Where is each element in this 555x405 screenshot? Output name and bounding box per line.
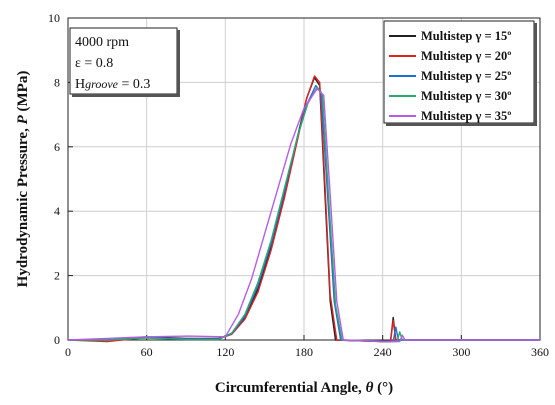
y-axis-title: Hydrodynamic Pressure, P (MPa)	[15, 71, 31, 288]
y-tick-label: 4	[54, 204, 60, 218]
condition-groove: Hgroove = 0.3	[75, 77, 150, 92]
x-tick-label: 360	[531, 345, 549, 359]
axis-ticks: 0 60 120 180 240 300 360 0 2 4 6 8 10	[48, 11, 549, 359]
legend: Multistep γ = 15º Multistep γ = 20º Multis…	[383, 20, 537, 126]
x-axis-symbol: θ	[366, 380, 374, 396]
legend-label-4: Multistep γ = 30º	[421, 89, 511, 103]
y-tick-label: 2	[54, 269, 60, 283]
y-tick-label: 8	[54, 75, 60, 89]
y-tick-label: 10	[48, 11, 60, 25]
legend-label-5: Multistep γ = 35º	[421, 109, 511, 123]
legend-label-1: Multistep γ = 15º	[421, 29, 511, 43]
condition-eccentricity: ε = 0.8	[75, 56, 113, 71]
x-tick-label: 120	[216, 345, 234, 359]
x-tick-label: 240	[374, 345, 392, 359]
legend-label-3: Multistep γ = 25º	[421, 69, 511, 83]
conditions-box: 4000 rpm ε = 0.8 Hgroove = 0.3	[69, 27, 180, 97]
series-lines	[67, 75, 540, 343]
x-axis-title: Circumferential Angle, θ (°)	[215, 380, 393, 396]
series-line-5	[67, 88, 540, 343]
x-tick-label: 300	[452, 345, 470, 359]
legend-label-2: Multistep γ = 20º	[421, 49, 511, 63]
x-tick-label: 60	[141, 345, 153, 359]
y-tick-label: 6	[54, 140, 60, 154]
condition-speed: 4000 rpm	[75, 35, 129, 50]
y-tick-label: 0	[54, 333, 60, 347]
x-tick-label: 180	[295, 345, 313, 359]
y-axis-symbol: P	[15, 114, 31, 124]
x-tick-label: 0	[65, 345, 71, 359]
